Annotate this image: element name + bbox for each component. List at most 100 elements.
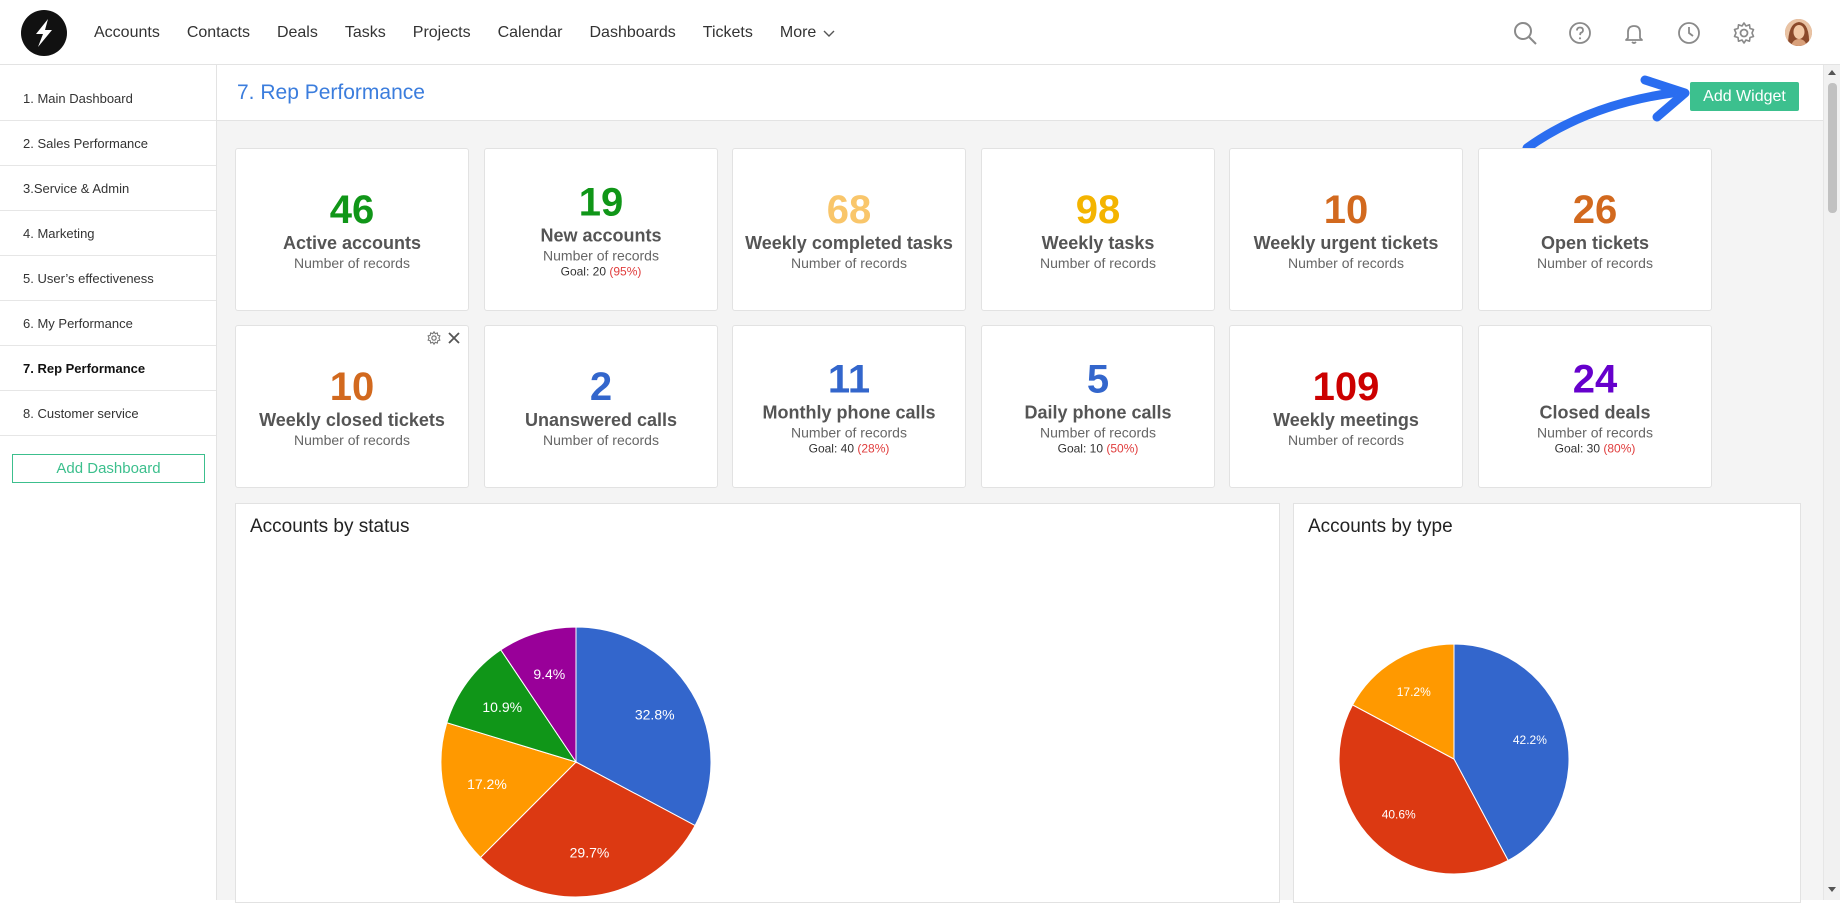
pie-slice[interactable] — [1338, 704, 1509, 875]
kpi-label: Closed deals — [1539, 402, 1651, 422]
kpi-label: Daily phone calls — [1024, 402, 1172, 422]
pie-slice-label: 9.4% — [533, 666, 565, 682]
nav-tickets[interactable]: Tickets — [702, 23, 753, 41]
help-icon[interactable] — [1567, 20, 1593, 46]
sidebar-item-customer-service[interactable]: 8. Customer service — [0, 391, 216, 436]
kpi-card-new-accounts[interactable]: 19 New accounts Number of records Goal: … — [484, 148, 718, 311]
kpi-subtitle: Number of records — [1288, 431, 1404, 448]
nav-projects[interactable]: Projects — [412, 23, 471, 41]
sidebar-item-my-performance[interactable]: 6. My Performance — [0, 301, 216, 346]
kpi-card-weekly-urgent-tickets[interactable]: 10 Weekly urgent tickets Number of recor… — [1229, 148, 1463, 311]
sidebar-item-main-dashboard[interactable]: 1. Main Dashboard — [0, 76, 216, 121]
kpi-label: Weekly meetings — [1273, 409, 1419, 430]
kpi-subtitle: Number of records — [294, 254, 410, 271]
pie-slice[interactable] — [575, 626, 712, 827]
kpi-subtitle: Number of records — [1537, 254, 1653, 271]
widget-tools — [426, 330, 461, 346]
kpi-card-closed-deals[interactable]: 24 Closed deals Number of records Goal: … — [1478, 325, 1712, 488]
nav-more-menu[interactable]: More — [780, 24, 835, 42]
kpi-value: 46 — [329, 187, 375, 232]
pie-slice[interactable] — [479, 761, 696, 898]
page-scrollbar[interactable] — [1823, 65, 1840, 900]
pie-slice[interactable] — [500, 626, 577, 764]
kpi-label: Weekly completed tasks — [745, 232, 953, 253]
kpi-value: 26 — [1572, 187, 1618, 232]
kpi-subtitle: Number of records — [1537, 424, 1653, 440]
kpi-subtitle: Number of records — [1040, 254, 1156, 271]
bell-icon[interactable] — [1621, 20, 1647, 46]
kpi-goal-percent: (95%) — [609, 264, 642, 278]
sidebar-item-marketing[interactable]: 4. Marketing — [0, 211, 216, 256]
kpi-label: Weekly tasks — [1041, 232, 1155, 253]
sidebar-item-service-admin[interactable]: 3.Service & Admin — [0, 166, 216, 211]
kpi-value: 68 — [826, 187, 872, 232]
scroll-down-arrow-icon[interactable] — [1828, 887, 1836, 892]
kpi-goal-text: Goal: 30 — [1554, 441, 1600, 455]
kpi-card-open-tickets[interactable]: 26 Open tickets Number of records — [1478, 148, 1712, 311]
close-icon[interactable] — [447, 331, 461, 345]
add-dashboard-button[interactable]: Add Dashboard — [12, 454, 205, 483]
user-avatar[interactable] — [1785, 19, 1812, 46]
pie-slice-label: 17.2% — [1397, 685, 1431, 699]
chevron-down-icon — [823, 30, 835, 37]
kpi-card-weekly-meetings[interactable]: 109 Weekly meetings Number of records — [1229, 325, 1463, 488]
nav-accounts[interactable]: Accounts — [94, 23, 160, 41]
pie-slice[interactable] — [1351, 643, 1455, 760]
kpi-value: 5 — [1086, 357, 1110, 401]
sidebar-item-sales-performance[interactable]: 2. Sales Performance — [0, 121, 216, 166]
pie-slice-label: 10.9% — [482, 699, 522, 715]
sidebar-item-rep-performance[interactable]: 7. Rep Performance — [0, 346, 216, 391]
kpi-goal-percent: (50%) — [1106, 441, 1139, 455]
kpi-card-weekly-tasks[interactable]: 98 Weekly tasks Number of records — [981, 148, 1215, 311]
pie-slice[interactable] — [440, 722, 577, 859]
pie-slice-label: 32.8% — [635, 707, 675, 723]
kpi-subtitle: Number of records — [791, 254, 907, 271]
kpi-value: 98 — [1075, 187, 1121, 232]
pie-slice-label: 17.2% — [467, 776, 507, 792]
kpi-goal: Goal: 10 (50%) — [982, 441, 1214, 455]
nav-dashboards[interactable]: Dashboards — [589, 23, 676, 41]
kpi-card-weekly-closed-tickets[interactable]: 10 Weekly closed tickets Number of recor… — [235, 325, 469, 488]
nav-deals[interactable]: Deals — [276, 23, 318, 41]
clock-icon[interactable] — [1676, 20, 1702, 46]
brand-logo-icon[interactable] — [21, 10, 67, 56]
kpi-subtitle: Number of records — [1288, 254, 1404, 271]
kpi-card-monthly-phone-calls[interactable]: 11 Monthly phone calls Number of records… — [732, 325, 966, 488]
kpi-label: Open tickets — [1540, 232, 1650, 253]
pie-slice[interactable] — [446, 649, 578, 763]
chart-panel-accounts-by-type: Accounts by type 42.2% 40.6% 17.2% — [1293, 503, 1801, 903]
kpi-card-daily-phone-calls[interactable]: 5 Daily phone calls Number of records Go… — [981, 325, 1215, 488]
nav-calendar[interactable]: Calendar — [497, 23, 563, 41]
kpi-subtitle: Number of records — [1040, 424, 1156, 440]
nav-contacts[interactable]: Contacts — [186, 23, 250, 41]
kpi-label: Weekly urgent tickets — [1253, 232, 1439, 253]
kpi-label: Active accounts — [282, 232, 422, 253]
gear-icon[interactable] — [1731, 20, 1757, 46]
search-icon[interactable] — [1512, 20, 1538, 46]
sidebar-item-users-effectiveness[interactable]: 5. User’s effectiveness — [0, 256, 216, 301]
page-title: 7. Rep Performance — [237, 81, 425, 104]
pie-slice[interactable] — [1453, 643, 1570, 862]
scrollbar-thumb[interactable] — [1828, 83, 1837, 213]
nav-more-label: More — [779, 23, 817, 41]
add-widget-button[interactable]: Add Widget — [1690, 82, 1799, 111]
kpi-value: 10 — [329, 364, 375, 409]
nav-tasks[interactable]: Tasks — [344, 23, 386, 41]
kpi-label: Weekly closed tickets — [259, 409, 445, 430]
kpi-card-unanswered-calls[interactable]: 2 Unanswered calls Number of records — [484, 325, 718, 488]
kpi-label: Monthly phone calls — [762, 402, 936, 422]
kpi-goal: Goal: 40 (28%) — [733, 441, 965, 455]
accounts-by-type-pie-chart: 42.2% 40.6% 17.2% — [1338, 643, 1570, 875]
kpi-goal-percent: (28%) — [857, 441, 890, 455]
kpi-subtitle: Number of records — [543, 247, 659, 263]
kpi-card-active-accounts[interactable]: 46 Active accounts Number of records — [235, 148, 469, 311]
kpi-label: Unanswered calls — [524, 409, 678, 430]
kpi-goal-percent: (80%) — [1603, 441, 1636, 455]
kpi-goal: Goal: 30 (80%) — [1479, 441, 1711, 455]
scroll-up-arrow-icon[interactable] — [1828, 70, 1836, 75]
kpi-value: 24 — [1572, 357, 1618, 401]
top-navigation-bar: Accounts Contacts Deals Tasks Projects C… — [0, 0, 1840, 65]
kpi-subtitle: Number of records — [791, 424, 907, 440]
kpi-card-weekly-completed-tasks[interactable]: 68 Weekly completed tasks Number of reco… — [732, 148, 966, 311]
gear-icon[interactable] — [426, 330, 442, 346]
